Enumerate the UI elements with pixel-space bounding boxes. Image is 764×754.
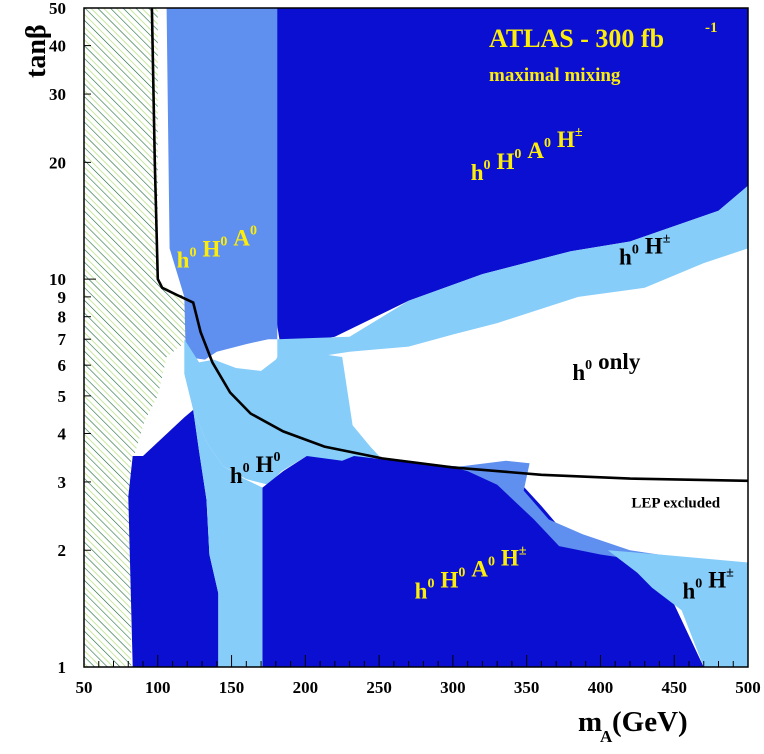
region-label-mid-two: h0 H0 — [230, 450, 281, 488]
region-label-right-two: h0 H± — [619, 232, 671, 270]
y-tick-label: 6 — [58, 356, 67, 375]
x-axis-title: m A (GeV) — [578, 706, 688, 746]
region-light-upper-band — [277, 185, 748, 363]
x-axis: 50 100 150 200 250 300 350 400 450 500 — [76, 655, 761, 697]
x-axis-title-subscript: A — [600, 727, 613, 746]
y-axis-title: tanβ — [21, 24, 52, 78]
y-tick-label: 20 — [49, 153, 66, 172]
region-dark-lower-left — [128, 409, 219, 667]
y-tick-label: 7 — [58, 330, 67, 349]
x-tick-label: 50 — [76, 678, 93, 697]
x-tick-label: 450 — [661, 678, 687, 697]
excluded-hatch-region — [84, 8, 197, 667]
discovery-regions — [128, 8, 748, 667]
annotation-lep-excluded: LEP excluded — [631, 495, 720, 511]
hatch-area — [84, 8, 197, 667]
region-label-upper-three: h0 H0 A0 — [177, 224, 257, 273]
region-light-lower-right — [607, 550, 748, 667]
x-tick-label: 300 — [440, 678, 466, 697]
y-tick-label: 1 — [58, 658, 67, 677]
x-tick-label: 500 — [735, 678, 761, 697]
y-tick-label: 8 — [58, 308, 67, 327]
chart-title: ATLAS - 300 fb -1 — [489, 20, 718, 53]
y-tick-label: 10 — [49, 270, 66, 289]
lep-exclusion-curve — [150, 8, 748, 483]
x-tick-label: 100 — [145, 678, 171, 697]
x-axis-title-main: m — [578, 706, 602, 738]
y-tick-label: 9 — [58, 288, 67, 307]
plot-frame — [83, 7, 749, 668]
x-axis-title-unit: (GeV) — [612, 706, 688, 738]
region-light-lower-strip — [193, 409, 263, 667]
x-tick-label: 250 — [366, 678, 392, 697]
x-tick-label: 150 — [219, 678, 245, 697]
y-tick-label: 30 — [49, 85, 66, 104]
x-tick-label: 400 — [588, 678, 614, 697]
y-tick-label: 50 — [49, 0, 66, 18]
x-tick-label: 350 — [514, 678, 540, 697]
y-tick-label: 40 — [49, 37, 66, 56]
lep-curve-line — [150, 8, 748, 483]
region-label-upper-four: h0 H0 A0 H± — [471, 125, 583, 185]
chart-subtitle: maximal mixing — [489, 65, 621, 86]
title-superscript: -1 — [705, 20, 718, 36]
region-dark-upper — [153, 8, 748, 345]
y-tick-label: 3 — [58, 473, 67, 492]
title-text: ATLAS - 300 fb — [489, 24, 664, 53]
y-tick-label: 2 — [58, 541, 67, 560]
region-label-lower-four: h0 H0 A0 H± — [415, 544, 527, 604]
y-tick-label: 4 — [58, 424, 67, 443]
region-label-lower-right-two: h0 H± — [682, 566, 734, 604]
y-tick-label: 5 — [58, 387, 67, 406]
region-labels: h0 H0 A0 H± h0 H0 A0 h0 H± h0 only h0 H0 h0 H0 A0 H± h0 H± — [177, 125, 735, 604]
x-tick-label: 200 — [293, 678, 319, 697]
region-label-only: h0 only — [572, 349, 640, 385]
region-medium-upper — [153, 8, 278, 360]
region-dark-lower — [262, 456, 707, 667]
